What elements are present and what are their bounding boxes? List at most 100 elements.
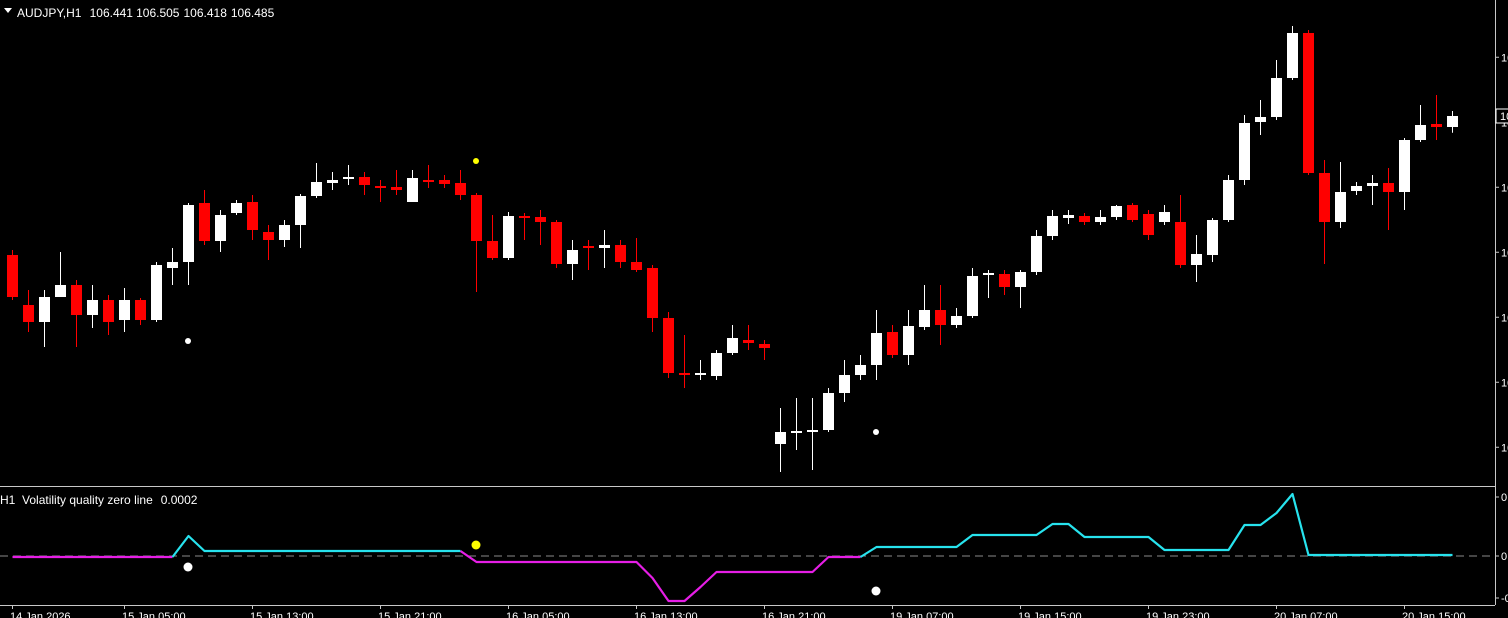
open-value: 106.441	[90, 6, 134, 20]
candle-body	[855, 365, 866, 375]
current-price-label: 106.485	[1500, 111, 1508, 123]
candle-body	[263, 232, 274, 240]
candle-body	[327, 180, 338, 183]
candle-body	[1031, 236, 1042, 272]
candle-body	[359, 177, 370, 185]
candle-body	[471, 195, 482, 241]
candle-body	[7, 255, 18, 297]
x-tick-label: 16 Jan 21:00	[762, 611, 826, 618]
candle-body	[311, 182, 322, 196]
x-tick-label: 15 Jan 21:00	[378, 611, 442, 618]
candle-body	[1271, 78, 1282, 117]
candle-body	[135, 300, 146, 320]
indicator-value: 0.0002	[161, 493, 198, 507]
indicator-name: H1 Volatility quality zero line	[0, 493, 153, 507]
candle-body	[1303, 33, 1314, 173]
candle-body	[743, 340, 754, 343]
candle-body	[1191, 254, 1202, 265]
signal-dot	[185, 338, 191, 344]
indicator-line	[859, 492, 1453, 558]
candle-body	[231, 203, 242, 213]
candle-body	[455, 183, 466, 195]
candle-body	[679, 373, 690, 375]
candle-body	[215, 215, 226, 241]
y-tick-label: 0	[1501, 551, 1507, 563]
candle-body	[151, 265, 162, 320]
high-value: 106.505	[136, 6, 180, 20]
candle-body	[551, 222, 562, 264]
candle-body	[887, 332, 898, 355]
candle-body	[1223, 180, 1234, 220]
y-tick-label: 106.72	[1501, 52, 1508, 64]
x-tick-label: 19 Jan 15:00	[1018, 611, 1082, 618]
low-value: 106.418	[183, 6, 227, 20]
candle-body	[1239, 123, 1250, 180]
candle-body	[1063, 215, 1074, 218]
x-tick-label: 15 Jan 05:00	[122, 611, 186, 618]
close-value: 106.485	[231, 6, 275, 20]
candle-body	[1383, 183, 1394, 192]
candle-body	[439, 180, 450, 184]
candle-body	[119, 300, 130, 320]
candle-body	[647, 268, 658, 318]
candle-body	[1447, 116, 1458, 127]
candle-body	[1351, 186, 1362, 191]
candle-body	[631, 262, 642, 270]
y-tick-label: 105.94	[1501, 247, 1508, 259]
candle-body	[1047, 216, 1058, 236]
candle-body	[279, 225, 290, 240]
candle-body	[807, 430, 818, 432]
signal-dot	[471, 540, 481, 550]
candle-body	[199, 203, 210, 241]
y-tick-label: 105.42	[1501, 377, 1508, 389]
candle-body	[999, 274, 1010, 287]
candle-body	[903, 326, 914, 355]
y-tick-label: 0.0118	[1501, 492, 1508, 504]
candle-body	[775, 432, 786, 444]
candle-body	[535, 217, 546, 222]
candle-body	[567, 250, 578, 264]
candle-body	[295, 196, 306, 225]
signal-dot	[183, 562, 193, 572]
signal-dot	[473, 158, 479, 164]
candle-body	[983, 273, 994, 275]
candle-body	[391, 187, 402, 190]
candle-body	[1111, 206, 1122, 217]
current-price-box	[1495, 108, 1508, 124]
candle-body	[503, 216, 514, 258]
candle-body	[1015, 272, 1026, 287]
candle-body	[183, 205, 194, 262]
candle-body	[39, 297, 50, 322]
candle-body	[87, 300, 98, 315]
candle-body	[1335, 192, 1346, 222]
candle-body	[1431, 124, 1442, 127]
candle-body	[423, 180, 434, 182]
candle-body	[727, 338, 738, 353]
candle-body	[1287, 33, 1298, 78]
candle-body	[695, 373, 706, 375]
candle-body	[1159, 212, 1170, 222]
y-tick-label: -0.0084	[1501, 593, 1508, 605]
x-tick-label: 16 Jan 13:00	[634, 611, 698, 618]
candle-body	[663, 318, 674, 373]
signal-dot	[871, 586, 881, 596]
indicator-header: H1 Volatility quality zero line 0.0002	[0, 493, 198, 507]
candle-body	[407, 178, 418, 202]
candle-body	[759, 344, 770, 348]
candle-body	[615, 245, 626, 262]
x-tick-label: 19 Jan 07:00	[890, 611, 954, 618]
price-header: AUDJPY,H1 106.441 106.505 106.418 106.485	[17, 6, 275, 20]
candle-body	[711, 353, 722, 376]
candle-body	[1399, 140, 1410, 192]
candle-body	[1175, 222, 1186, 265]
indicator-line	[171, 534, 461, 558]
x-tick-label: 14 Jan 2026	[10, 611, 71, 618]
candle-body	[1319, 173, 1330, 222]
y-tick-label: 105.68	[1501, 312, 1508, 324]
candle-body	[599, 245, 610, 248]
symbol: AUDJPY,H1	[17, 6, 82, 20]
candle-body	[583, 246, 594, 248]
symbol-menu-arrow[interactable]	[4, 8, 12, 13]
y-tick-label: 106.2	[1501, 182, 1508, 194]
